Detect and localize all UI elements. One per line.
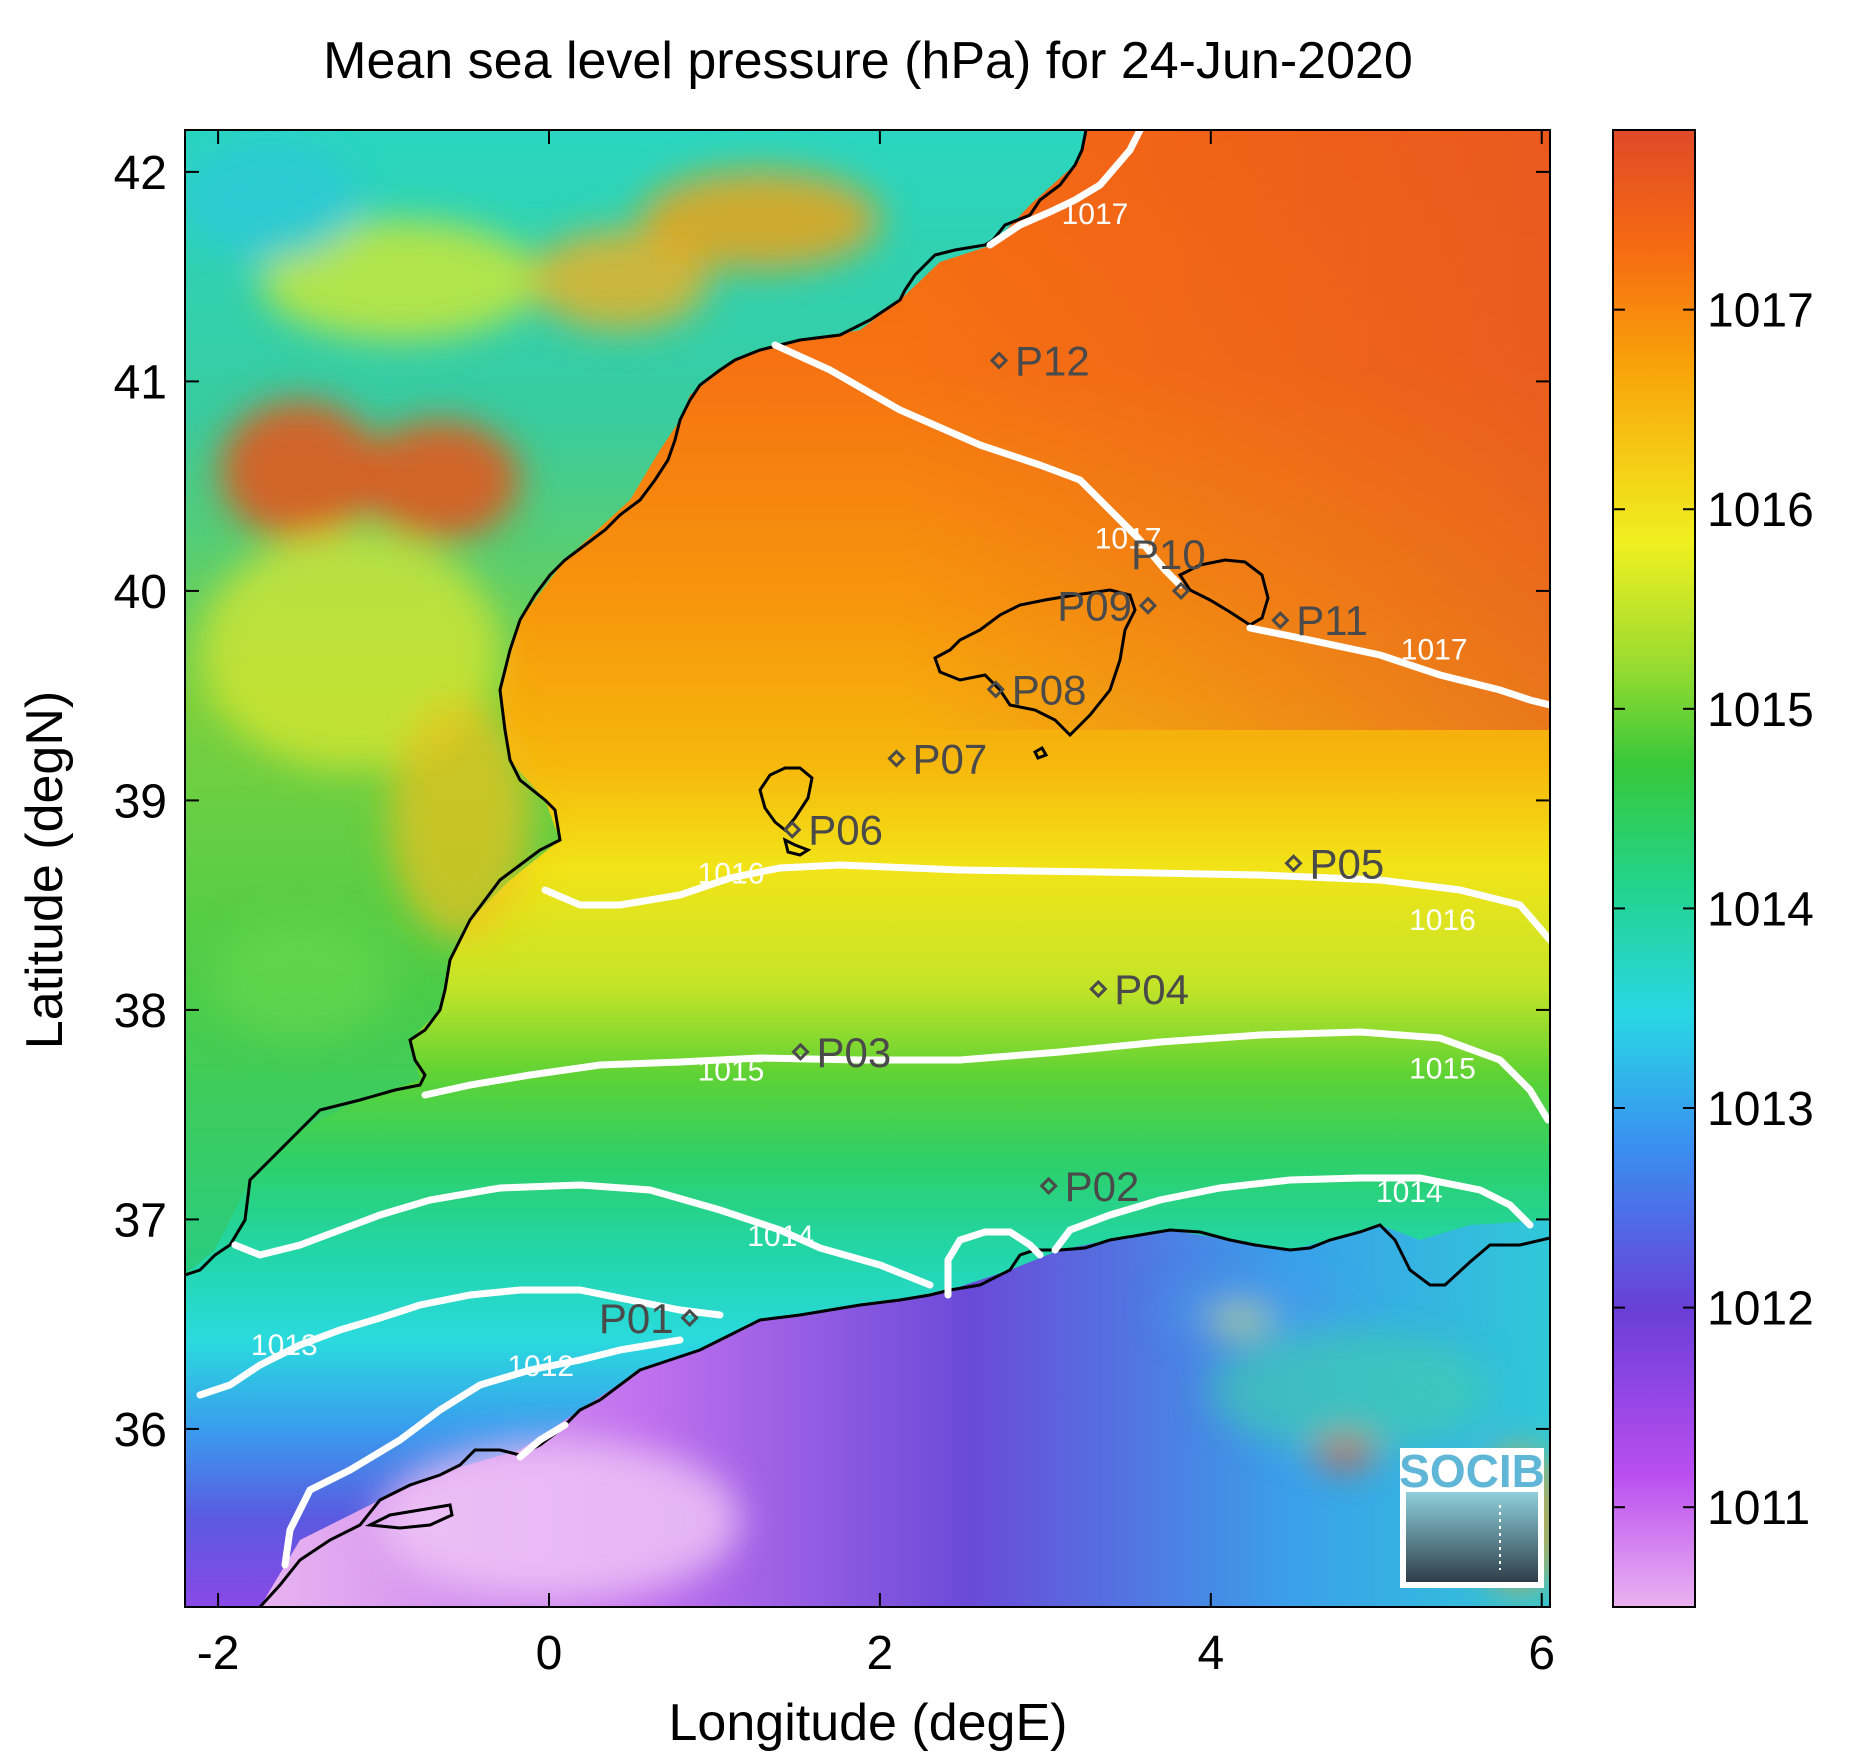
colorbar (1612, 129, 1696, 1608)
station-label: P03 (816, 1029, 891, 1076)
isobar-1012 (281, 1336, 684, 1569)
y-axis-title: Latitude (degN) (16, 691, 74, 1049)
africa-coastline (258, 1223, 1550, 1607)
x-axis-title: Longitude (degE) (669, 1694, 1068, 1752)
iberia-land (185, 130, 1086, 1275)
formentera-coastline (782, 837, 812, 857)
ibiza-coastline (758, 766, 814, 833)
colorbar-tick-label: 1015 (1707, 684, 1814, 737)
x-tick-label: 4 (1197, 1627, 1224, 1680)
station-markers: P01 P02 P03 P04 P05 P06 P07 P08 P09 P10 P11 P12 (599, 337, 1384, 1341)
isobar-1015 (421, 1028, 1550, 1124)
colorbar-tick-label: 1011 (1707, 1482, 1810, 1535)
mallorca-coastline (933, 588, 1137, 738)
iberia-terrain-highlights (185, 140, 880, 1040)
station-marker (783, 820, 802, 839)
isobar-1016 (541, 861, 1550, 944)
station-label: P02 (1065, 1163, 1140, 1210)
iberia-coastline (185, 130, 1088, 1277)
station-label: P08 (1012, 666, 1087, 713)
station-marker (791, 1042, 810, 1061)
isobar-1012-south (516, 1421, 569, 1461)
station-label: P12 (1015, 337, 1090, 384)
station-marker (1138, 596, 1158, 615)
x-tick-label: 2 (867, 1627, 894, 1680)
x-tick-label: 6 (1528, 1627, 1555, 1680)
colorbar-tick-label: 1014 (1707, 883, 1814, 936)
station-marker (1089, 979, 1108, 999)
isobar-label: 1016 (1409, 904, 1476, 937)
isobar-label: 1015 (1409, 1053, 1476, 1086)
station-marker (1271, 611, 1290, 630)
station-label: P04 (1114, 966, 1189, 1013)
y-tick-label: 42 (114, 147, 167, 200)
isobar-label: 1014 (747, 1220, 814, 1253)
y-axis-ticks: 36 37 38 39 40 41 42 (114, 147, 1550, 1457)
menorca-coastline (1177, 558, 1270, 627)
colorbar-tick-label: 1017 (1707, 285, 1814, 338)
station-label: P05 (1310, 840, 1385, 887)
isobar-1013 (196, 1286, 724, 1399)
coastlines (185, 130, 1550, 1607)
y-tick-label: 41 (114, 356, 167, 409)
station-marker (986, 680, 1005, 699)
isobar-1017-central (771, 341, 1184, 589)
colorbar-tick-label: 1016 (1707, 484, 1814, 537)
station-label: P01 (599, 1295, 674, 1342)
station-marker (1171, 581, 1191, 601)
y-tick-label: 36 (114, 1404, 167, 1457)
isobar-1014-loop (944, 1228, 1044, 1299)
colorbar-tick-label: 1013 (1707, 1083, 1814, 1136)
station-marker (887, 749, 906, 768)
socib-logo-text: SOCIB (1399, 1445, 1545, 1497)
station-label: P10 (1131, 531, 1206, 578)
isobars (196, 130, 1550, 1569)
alboran-island-coastline (364, 1503, 454, 1530)
station-marker (989, 351, 1009, 370)
station-marker (680, 1308, 699, 1328)
isobar-label: 1017 (1095, 523, 1162, 556)
isobar-1017-north (986, 130, 1144, 249)
isobar-labels: 1017 1017 1017 1016 1016 1015 1015 1014 1014 1013… (251, 198, 1476, 1383)
station-marker (1039, 1176, 1058, 1196)
pressure-field-map: 1017 1017 1017 1016 1016 1015 1015 1014 1014 1013… (185, 130, 1550, 1607)
isobar-label: 1014 (1376, 1176, 1443, 1209)
y-tick-label: 37 (114, 1194, 167, 1247)
station-label: P09 (1057, 583, 1132, 630)
isobar-label: 1016 (698, 858, 765, 891)
y-tick-label: 39 (114, 775, 167, 828)
station-label: P06 (808, 807, 883, 854)
station-label: P11 (1296, 597, 1368, 644)
station-label: P07 (912, 736, 987, 783)
isobar-1014-east (1051, 1174, 1534, 1254)
socib-logo: SOCIB (1399, 1445, 1545, 1588)
y-tick-label: 40 (114, 566, 167, 619)
x-tick-label: 0 (536, 1627, 563, 1680)
colorbar-tick-label: 1012 (1707, 1283, 1814, 1336)
chart-title: Mean sea level pressure (hPa) for 24-Jun… (323, 32, 1413, 90)
colorbar-ticks: 1011 1012 1013 1014 1015 1016 1017 (1613, 285, 1814, 1535)
station-marker (1284, 854, 1303, 873)
isobar-label: 1017 (1062, 198, 1129, 231)
isobar-label: 1013 (251, 1329, 318, 1362)
y-tick-label: 38 (114, 985, 167, 1038)
isobar-label: 1017 (1401, 634, 1468, 667)
cabrera-coastline (1033, 745, 1049, 760)
isobar-label: 1012 (507, 1350, 574, 1383)
x-axis-ticks: -2 0 2 4 6 (197, 130, 1555, 1680)
x-tick-label: -2 (197, 1627, 240, 1680)
isobar-label: 1015 (698, 1055, 765, 1088)
isobar-1017-east (1246, 624, 1550, 709)
isobar-1014 (231, 1181, 934, 1289)
map-frame (184, 129, 1551, 1608)
